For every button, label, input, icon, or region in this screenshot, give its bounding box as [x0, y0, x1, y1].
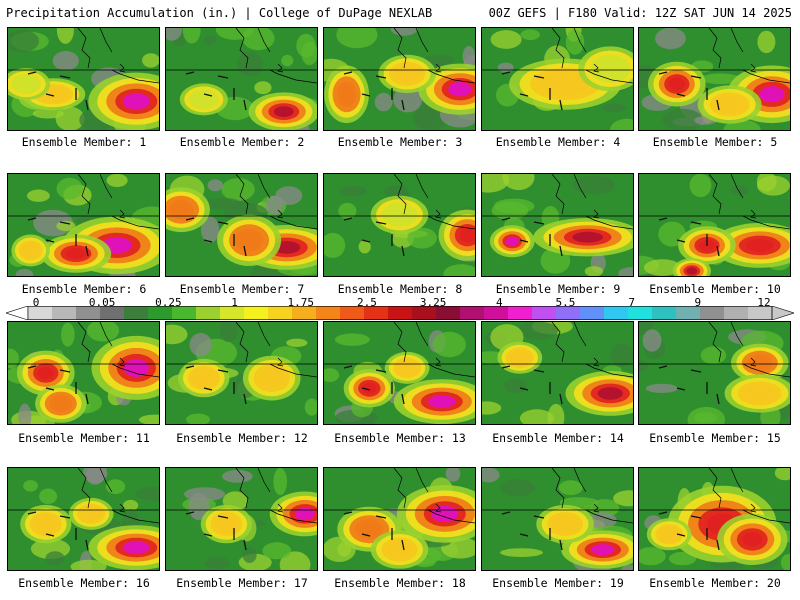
colorbar-segment	[436, 306, 461, 320]
colorbar-segment	[52, 306, 77, 320]
ensemble-member-label: Ensemble Member: 14	[492, 431, 624, 445]
ensemble-member-label: Ensemble Member: 18	[334, 576, 466, 590]
ensemble-member-map	[323, 173, 476, 277]
colorbar-segment	[580, 306, 605, 320]
ensemble-member-label: Ensemble Member: 2	[179, 135, 305, 149]
precip-colorbar	[6, 306, 794, 320]
colorbar-tick-label: 9	[694, 296, 702, 309]
colorbar-tick-label: 2.5	[356, 296, 377, 309]
colorbar-tick-label: 12	[757, 296, 771, 309]
colorbar-segment	[268, 306, 293, 320]
colorbar-tick-label: 1	[231, 296, 238, 309]
colorbar-tick-label: 5.5	[555, 296, 576, 309]
ensemble-member-map	[7, 467, 160, 571]
colorbar-segment	[508, 306, 533, 320]
ensemble-member-map	[638, 321, 791, 425]
colorbar-tick-label: 0.25	[155, 296, 182, 309]
ensemble-member-map	[481, 321, 634, 425]
colorbar-segment	[460, 306, 485, 320]
colorbar-segment	[28, 306, 53, 320]
ensemble-member-map	[7, 321, 160, 425]
ensemble-member-map	[323, 467, 476, 571]
ensemble-member-label: Ensemble Member: 3	[337, 135, 463, 149]
ensemble-member-label: Ensemble Member: 5	[652, 135, 778, 149]
colorbar-segment	[748, 306, 773, 320]
colorbar-segment	[724, 306, 749, 320]
colorbar-outline	[27, 306, 773, 320]
colorbar-tick-label: 0.05	[88, 296, 116, 309]
colorbar-segment	[532, 306, 557, 320]
ensemble-member-map	[7, 173, 160, 277]
colorbar-segment	[196, 306, 221, 320]
colorbar-segment	[484, 306, 509, 320]
ensemble-member-map	[165, 321, 318, 425]
colorbar-segment	[604, 306, 629, 320]
colorbar-tick-label: 0	[32, 296, 40, 309]
ensemble-member-label: Ensemble Member: 20	[649, 576, 781, 590]
ensemble-member-label: Ensemble Member: 9	[495, 282, 621, 296]
ensemble-member-map	[481, 173, 634, 277]
ensemble-member-map	[323, 27, 476, 131]
ensemble-member-map	[165, 467, 318, 571]
ensemble-member-map	[165, 173, 318, 277]
colorbar-segment	[220, 306, 245, 320]
model-run-info: 00Z GEFS | F180 Valid: 12Z SAT JUN 14 20…	[488, 6, 792, 20]
colorbar-segment	[124, 306, 149, 320]
ensemble-member-label: Ensemble Member: 8	[337, 282, 463, 296]
ensemble-member-label: Ensemble Member: 12	[176, 431, 308, 445]
ensemble-member-label: Ensemble Member: 1	[21, 135, 147, 149]
ensemble-member-map	[481, 27, 634, 131]
colorbar-segment	[340, 306, 365, 320]
ensemble-member-label: Ensemble Member: 4	[495, 135, 621, 149]
colorbar-segment	[556, 306, 581, 320]
colorbar-tick-label: 3.25	[419, 296, 447, 309]
ensemble-member-map	[481, 467, 634, 571]
ensemble-member-map	[165, 27, 318, 131]
ensemble-member-map	[638, 467, 791, 571]
colorbar-tick-label: 4	[495, 296, 503, 309]
colorbar-min-arrow	[6, 306, 29, 320]
ensemble-member-map	[638, 173, 791, 277]
colorbar-segment	[676, 306, 701, 320]
ensemble-member-label: Ensemble Member: 11	[18, 431, 150, 445]
colorbar-segment	[148, 306, 173, 320]
colorbar-segment	[388, 306, 413, 320]
colorbar-segment	[364, 306, 389, 320]
colorbar-segment	[412, 306, 437, 320]
chart-title: Precipitation Accumulation (in.) | Colle…	[6, 6, 433, 20]
ensemble-member-label: Ensemble Member: 17	[176, 576, 308, 590]
colorbar-segment	[100, 306, 125, 320]
ensemble-member-label: Ensemble Member: 10	[649, 282, 781, 296]
colorbar-tick-label: 1.75	[287, 296, 314, 309]
ensemble-member-label: Ensemble Member: 15	[649, 431, 781, 445]
ensemble-member-label: Ensemble Member: 7	[179, 282, 305, 296]
colorbar-segment	[316, 306, 341, 320]
colorbar-segment	[628, 306, 653, 320]
ensemble-member-label: Ensemble Member: 6	[21, 282, 147, 296]
colorbar-segment	[700, 306, 725, 320]
colorbar-tick-label: 7	[628, 296, 635, 309]
colorbar-segment	[172, 306, 197, 320]
ensemble-member-map	[638, 27, 791, 131]
ensemble-member-label: Ensemble Member: 16	[18, 576, 150, 590]
colorbar-max-arrow	[771, 306, 794, 320]
ensemble-member-label: Ensemble Member: 19	[492, 576, 624, 590]
ensemble-member-map	[7, 27, 160, 131]
colorbar-segment	[652, 306, 677, 320]
colorbar-segment	[76, 306, 101, 320]
colorbar-segment	[292, 306, 317, 320]
ensemble-member-map	[323, 321, 476, 425]
colorbar-segment	[244, 306, 269, 320]
ensemble-member-label: Ensemble Member: 13	[334, 431, 466, 445]
